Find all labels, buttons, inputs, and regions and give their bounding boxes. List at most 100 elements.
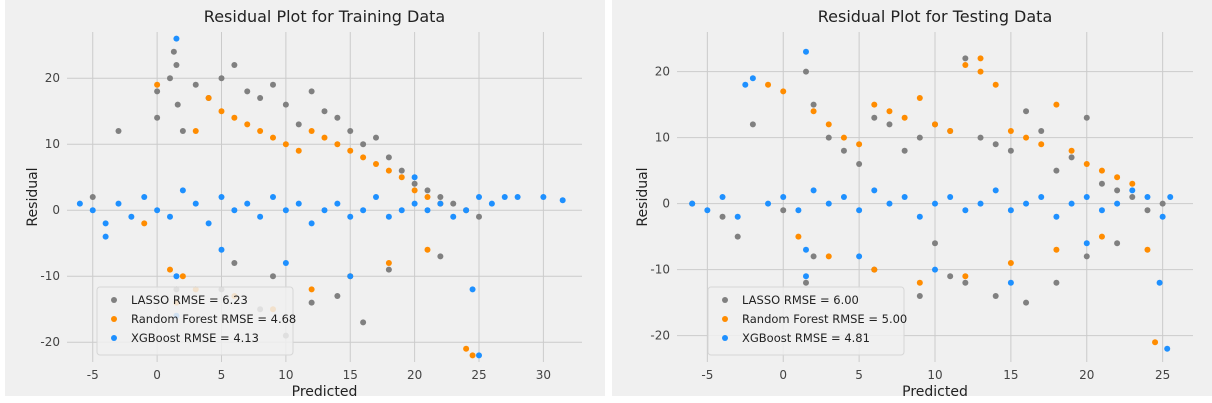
data-point <box>856 141 863 148</box>
data-point <box>962 273 969 280</box>
data-point <box>334 200 341 207</box>
data-point <box>1129 187 1136 194</box>
data-point <box>871 266 878 273</box>
data-point <box>102 233 109 240</box>
data-point <box>1159 213 1166 220</box>
data-point <box>308 286 315 293</box>
data-point <box>1053 167 1060 174</box>
legend-marker <box>722 335 728 341</box>
x-tick-label: 15 <box>1003 368 1018 382</box>
x-tick-label: 5 <box>218 368 226 382</box>
legend-label: XGBoost RMSE = 4.13 <box>131 331 259 345</box>
data-point <box>1129 180 1136 187</box>
data-point <box>488 200 495 207</box>
data-point <box>1053 279 1060 286</box>
data-point <box>1156 279 1163 286</box>
data-point <box>803 246 809 253</box>
data-point <box>173 62 180 68</box>
data-point <box>270 134 276 141</box>
data-point <box>282 260 289 266</box>
data-point <box>308 88 315 95</box>
data-point <box>411 200 418 207</box>
data-point <box>1053 246 1060 253</box>
data-point <box>373 161 379 167</box>
y-axis-label: Residual <box>635 167 651 226</box>
data-point <box>347 128 354 134</box>
data-point <box>1083 240 1090 247</box>
legend-marker <box>111 335 117 341</box>
data-point <box>901 147 908 154</box>
data-point <box>501 194 508 200</box>
data-point <box>780 207 787 214</box>
data-point <box>179 273 186 280</box>
data-point <box>916 293 923 299</box>
data-point <box>825 134 832 141</box>
data-point <box>947 128 954 134</box>
data-point <box>749 121 756 128</box>
data-point <box>1159 200 1166 207</box>
data-point <box>962 62 969 68</box>
data-point <box>450 200 457 207</box>
data-point <box>295 121 302 128</box>
data-point <box>840 147 847 154</box>
data-point <box>173 35 180 42</box>
data-point <box>1023 299 1030 306</box>
data-point <box>1098 167 1105 174</box>
data-point <box>1023 108 1030 115</box>
data-point <box>886 108 893 115</box>
data-point <box>437 194 444 200</box>
data-point <box>437 253 444 260</box>
chart-title: Residual Plot for Testing Data <box>818 7 1053 26</box>
data-point <box>398 207 405 214</box>
data-point <box>76 200 83 207</box>
legend: LASSO RMSE = 6.23 Random Forest RMSE = 4.… <box>96 286 296 356</box>
data-point <box>810 253 817 260</box>
data-point <box>871 187 878 194</box>
data-point <box>992 293 999 299</box>
data-point <box>154 88 161 95</box>
figure-background <box>612 0 1212 396</box>
data-point <box>231 260 238 266</box>
data-point <box>803 273 809 280</box>
x-tick-label: 0 <box>779 368 787 382</box>
data-point <box>334 141 341 148</box>
data-point <box>810 108 817 115</box>
legend-marker <box>722 316 728 322</box>
data-point <box>398 174 405 181</box>
data-point <box>282 101 289 108</box>
data-point <box>825 121 832 128</box>
data-point <box>856 161 863 167</box>
legend-marker <box>111 297 117 303</box>
data-point <box>347 273 354 280</box>
data-point <box>886 200 893 207</box>
data-point <box>1114 240 1121 247</box>
data-point <box>1053 101 1060 108</box>
data-point <box>424 246 431 253</box>
legend-label: Random Forest RMSE = 4.68 <box>131 312 296 326</box>
legend-label: Random Forest RMSE = 5.00 <box>742 312 907 326</box>
data-point <box>1007 279 1014 286</box>
data-point <box>947 194 954 200</box>
data-point <box>476 213 482 220</box>
data-point <box>780 88 787 95</box>
data-point <box>1007 207 1014 214</box>
data-point <box>947 273 954 280</box>
y-tick-label: -20 <box>40 335 60 349</box>
legend-marker <box>111 316 117 322</box>
data-point <box>424 194 431 200</box>
legend-label: XGBoost RMSE = 4.81 <box>742 331 870 345</box>
data-point <box>154 81 161 88</box>
data-point <box>411 187 418 194</box>
data-point <box>795 207 802 214</box>
data-point <box>257 95 264 101</box>
data-point <box>1144 246 1151 253</box>
x-tick-label: 20 <box>407 368 422 382</box>
y-tick-label: 10 <box>45 137 60 151</box>
data-point <box>321 207 328 214</box>
data-point <box>977 200 984 207</box>
data-point <box>179 187 186 194</box>
y-tick-label: 0 <box>662 197 670 211</box>
testing-residual-chart: -5 0 5 10 15 20 25 -20 -10 0 10 20 Residual Plot for… <box>612 0 1212 400</box>
data-point <box>463 345 470 352</box>
